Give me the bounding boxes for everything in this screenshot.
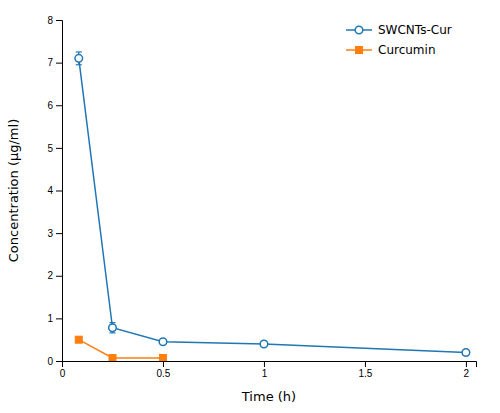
x-tick: 0 [60, 361, 66, 379]
legend: SWCNTs-Cur Curcumin [346, 23, 452, 57]
point [109, 324, 117, 332]
x-tick: 0.5 [157, 361, 171, 379]
x-tick-label: 1.5 [358, 368, 372, 379]
x-tick-mark [365, 361, 366, 367]
y-axis-line [56, 21, 63, 362]
x-tick-mark [163, 361, 164, 367]
series [75, 52, 470, 356]
point [109, 355, 116, 361]
point [159, 355, 166, 361]
chart: 0 0.5 1 1.5 2 0 1 2 3 4 5 6 7 8 Time (h) Concentration … [0, 0, 500, 413]
y-tick: 0 [47, 356, 62, 367]
y-tick: 5 [47, 143, 62, 154]
y-tick-label: 8 [47, 15, 53, 26]
y-tick-mark [56, 361, 62, 362]
point [75, 55, 83, 63]
x-tick: 2 [464, 361, 470, 379]
point [260, 340, 268, 348]
y-axis-title: Concentration (µg/ml) [6, 119, 21, 262]
y-tick-mark [56, 105, 62, 106]
legend-symbol [356, 47, 363, 54]
y-tick-mark [56, 148, 62, 149]
x-axis-line [63, 362, 477, 368]
x-tick: 1.5 [358, 361, 372, 379]
y-tick-label: 5 [47, 143, 53, 154]
y-tick: 7 [47, 57, 62, 68]
legend-label: SWCNTs-Cur [378, 23, 452, 37]
marks [75, 52, 470, 361]
y-tick-mark [56, 276, 62, 277]
series [75, 336, 166, 361]
x-tick-label: 1 [262, 368, 268, 379]
point [75, 336, 82, 343]
error-bar [76, 52, 82, 65]
point [462, 349, 470, 357]
legend-symbol [355, 26, 363, 34]
x-tick-mark [264, 361, 265, 367]
x-axis-title: Time (h) [241, 389, 296, 404]
error-bar-cap [76, 64, 82, 65]
y-tick: 4 [47, 185, 62, 196]
x-tick-label: 0 [60, 368, 66, 379]
point [159, 338, 167, 346]
x-axis: 0 0.5 1 1.5 2 [60, 361, 477, 379]
y-tick-label: 3 [47, 228, 53, 239]
y-tick-label: 6 [47, 100, 53, 111]
error-bar-cap [109, 332, 115, 333]
y-tick: 8 [47, 15, 62, 26]
error-bar-cap [76, 51, 82, 52]
legend-label: Curcumin [378, 43, 436, 57]
y-axis: 0 1 2 3 4 5 6 7 8 [47, 15, 62, 367]
y-tick-mark [56, 63, 62, 64]
x-tick-label: 0.5 [157, 368, 171, 379]
y-tick: 3 [47, 228, 62, 239]
y-tick-label: 0 [47, 356, 53, 367]
y-tick: 6 [47, 100, 62, 111]
y-tick-label: 1 [47, 313, 53, 324]
y-tick-mark [56, 191, 62, 192]
line [79, 340, 163, 358]
legend-item: Curcumin [346, 43, 436, 57]
y-tick: 2 [47, 270, 62, 281]
y-tick-mark [56, 20, 62, 21]
plot: 0 0.5 1 1.5 2 0 1 2 3 4 5 6 7 8 Time (h) Concentration … [6, 15, 477, 404]
x-tick-mark [466, 361, 467, 367]
error-bar-cap [109, 322, 115, 323]
x-tick: 1 [262, 361, 268, 379]
y-tick-mark [56, 318, 62, 319]
error-bar [109, 323, 115, 333]
y-tick: 1 [47, 313, 62, 324]
y-tick-label: 4 [47, 185, 53, 196]
y-tick-label: 7 [47, 57, 53, 68]
y-tick-label: 2 [47, 270, 53, 281]
line [79, 58, 466, 352]
y-tick-mark [56, 233, 62, 234]
x-tick-label: 2 [464, 368, 470, 379]
legend-item: SWCNTs-Cur [346, 23, 452, 37]
